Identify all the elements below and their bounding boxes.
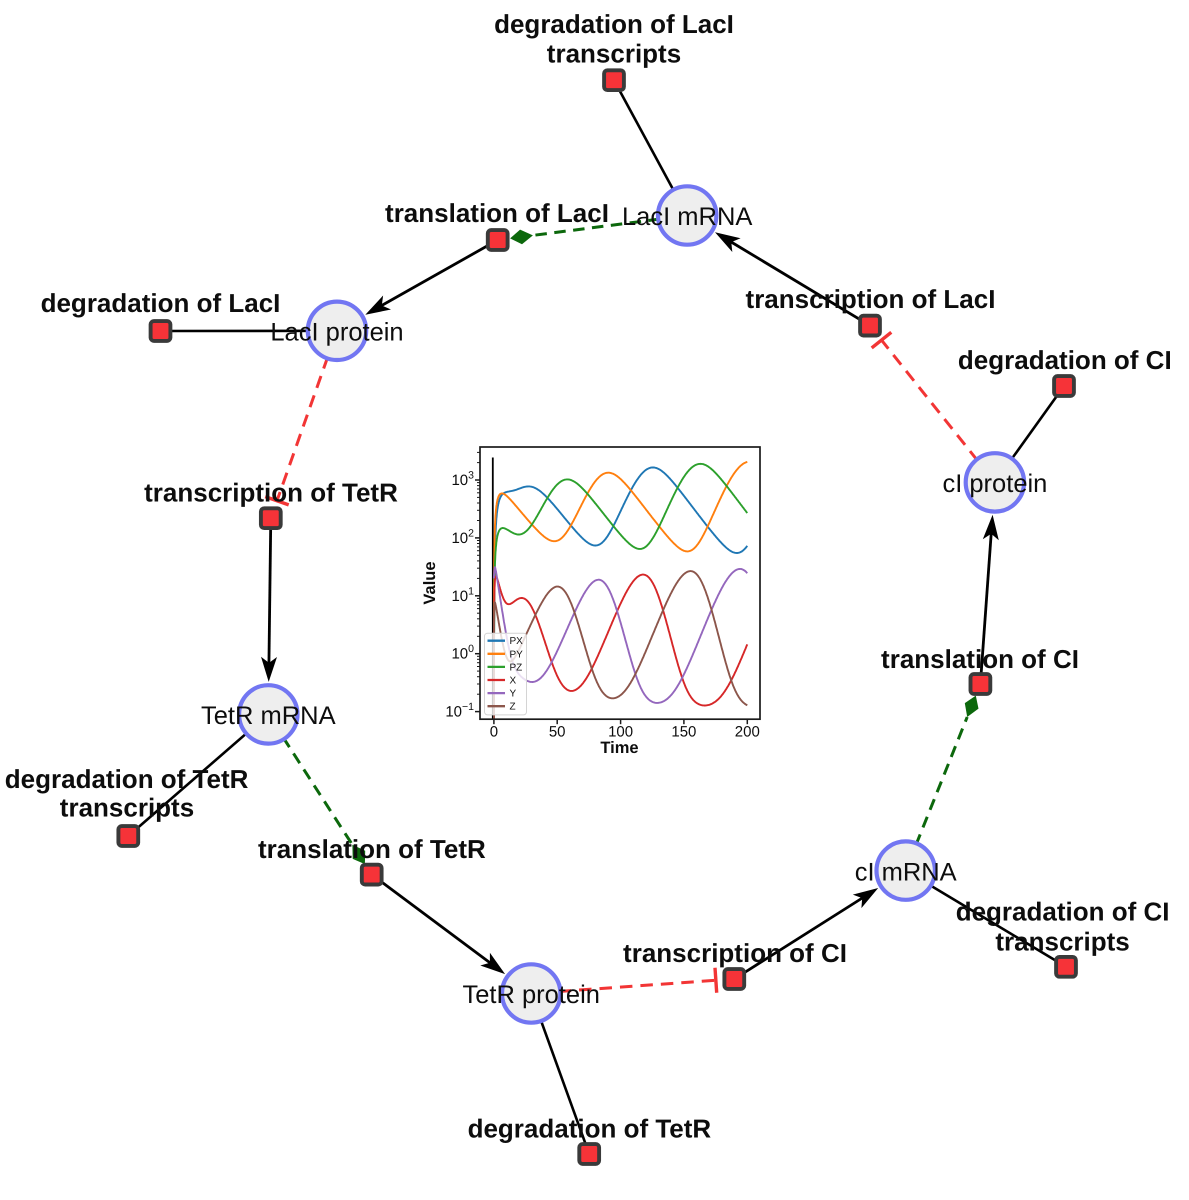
svg-text:0: 0 — [490, 724, 498, 741]
svg-text:Value: Value — [421, 561, 439, 604]
svg-text:LacI protein: LacI protein — [270, 319, 403, 347]
svg-text:Time: Time — [600, 739, 638, 757]
svg-text:degradation of TetR: degradation of TetR — [468, 1114, 712, 1144]
svg-text:translation of CI: translation of CI — [881, 644, 1079, 674]
svg-text:Z: Z — [510, 702, 516, 713]
svg-text:X: X — [510, 676, 517, 687]
svg-text:TetR protein: TetR protein — [462, 981, 600, 1009]
svg-text:degradation of CI: degradation of CI — [956, 897, 1170, 927]
svg-text:LacI mRNA: LacI mRNA — [622, 203, 752, 231]
svg-text:PY: PY — [510, 649, 524, 660]
svg-text:cI protein: cI protein — [942, 470, 1047, 498]
svg-text:PZ: PZ — [510, 662, 523, 673]
svg-text:150: 150 — [671, 724, 696, 741]
svg-text:translation of LacI: translation of LacI — [385, 198, 609, 228]
svg-text:degradation of LacI: degradation of LacI — [494, 9, 734, 39]
svg-text:200: 200 — [735, 724, 760, 741]
svg-text:50: 50 — [549, 724, 566, 741]
svg-text:degradation of CI: degradation of CI — [958, 345, 1172, 375]
svg-text:transcripts: transcripts — [60, 792, 194, 822]
svg-text:degradation of LacI: degradation of LacI — [41, 288, 281, 318]
svg-text:transcripts: transcripts — [995, 927, 1129, 957]
svg-text:transcription of CI: transcription of CI — [623, 938, 847, 968]
svg-text:degradation of TetR: degradation of TetR — [5, 764, 249, 794]
svg-text:transcription of LacI: transcription of LacI — [746, 284, 996, 314]
svg-text:100: 100 — [608, 724, 633, 741]
svg-text:cI mRNA: cI mRNA — [855, 858, 957, 886]
svg-text:PX: PX — [510, 636, 524, 647]
svg-text:TetR mRNA: TetR mRNA — [201, 702, 336, 730]
svg-text:Y: Y — [510, 689, 517, 700]
svg-text:translation of TetR: translation of TetR — [258, 834, 486, 864]
svg-text:transcription of TetR: transcription of TetR — [144, 478, 398, 508]
svg-text:transcripts: transcripts — [547, 38, 681, 68]
